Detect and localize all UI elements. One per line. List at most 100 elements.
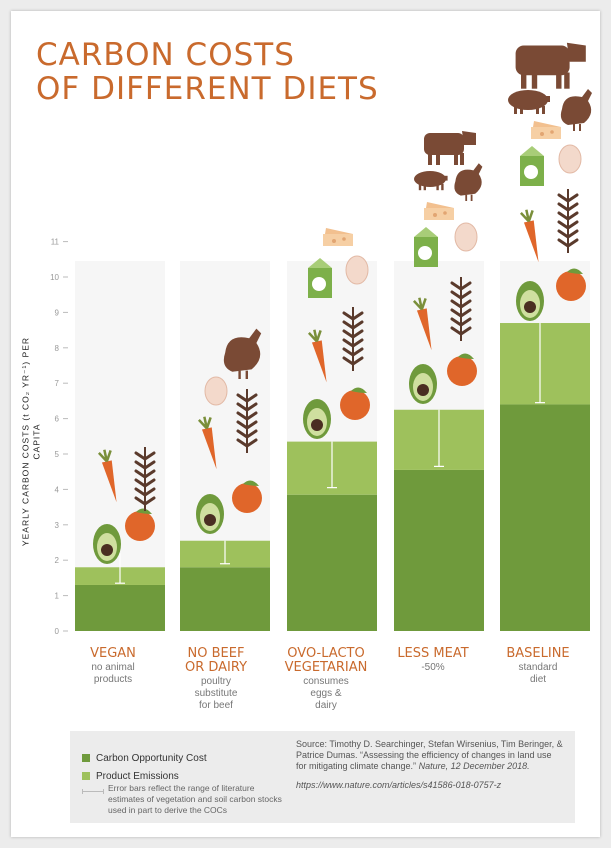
chicken-icon bbox=[560, 89, 592, 131]
egg-icon bbox=[345, 255, 369, 285]
y-tick-label: 1 bbox=[55, 592, 60, 601]
cheese-side bbox=[323, 234, 353, 246]
milk-icon bbox=[414, 227, 438, 267]
wheat-grain bbox=[134, 487, 156, 497]
diet-name: NO BEEF OR DAIRY bbox=[184, 646, 248, 675]
cheese-side bbox=[531, 127, 561, 139]
pig-leg bbox=[418, 183, 422, 191]
carrot-icon bbox=[307, 329, 327, 383]
bar-carbon-opportunity bbox=[500, 404, 590, 631]
carrot-body bbox=[201, 427, 217, 470]
legend-box: Carbon Opportunity Cost Product Emission… bbox=[70, 731, 575, 823]
egg-icon bbox=[204, 376, 228, 406]
orange-leaf bbox=[567, 268, 583, 274]
y-tick-label: 8 bbox=[55, 344, 60, 353]
carrot-leaves bbox=[197, 416, 212, 430]
diet-desc: poultry substitute for beef bbox=[194, 676, 238, 711]
wheat-grain bbox=[134, 478, 156, 488]
carrot-icon bbox=[197, 416, 217, 470]
legend-emissions: Product Emissions bbox=[82, 771, 179, 782]
wheat-grain bbox=[342, 347, 364, 357]
bar-carbon-opportunity bbox=[75, 584, 165, 631]
milk-top bbox=[520, 146, 544, 156]
pig-leg bbox=[423, 183, 426, 191]
pig-snout bbox=[542, 96, 550, 102]
wheat-grain bbox=[557, 211, 579, 221]
bar-product-emissions bbox=[500, 323, 590, 405]
milk-label bbox=[312, 277, 326, 291]
diet-name: BASELINE bbox=[506, 646, 570, 661]
milk-icon bbox=[520, 146, 544, 186]
source-text: Source: Timothy D. Searchinger, Stefan W… bbox=[296, 739, 563, 771]
orange-icon bbox=[232, 480, 262, 513]
wheat-grain bbox=[450, 290, 472, 300]
wheat-grain bbox=[134, 469, 156, 479]
avocado-icon bbox=[516, 281, 544, 321]
cow-leg bbox=[564, 72, 570, 89]
orange-icon bbox=[447, 353, 477, 386]
chicken-body bbox=[223, 328, 262, 372]
wheat-grain bbox=[236, 393, 258, 403]
bar-carbon-opportunity bbox=[394, 469, 484, 631]
carrot-body bbox=[311, 340, 327, 383]
egg-icon bbox=[558, 144, 582, 174]
wheat-grain bbox=[236, 411, 258, 421]
page-title: CARBON COSTS OF DIFFERENT DIETS bbox=[36, 38, 379, 106]
pig-leg bbox=[520, 106, 523, 114]
legend-label: Product Emissions bbox=[96, 771, 179, 782]
cheese-icon bbox=[531, 121, 561, 139]
orange-fruit bbox=[340, 390, 370, 420]
avocado-pit bbox=[101, 544, 113, 556]
cow-leg bbox=[460, 153, 464, 165]
wheat-icon bbox=[557, 189, 579, 253]
wheat-grain bbox=[342, 320, 364, 330]
bar-carbon-opportunity bbox=[180, 567, 270, 631]
wheat-grain bbox=[450, 308, 472, 318]
wheat-icon bbox=[342, 307, 364, 371]
cow-leg bbox=[531, 72, 538, 89]
cow-leg bbox=[454, 153, 458, 165]
wheat-icon bbox=[236, 389, 258, 453]
milk-top bbox=[308, 258, 332, 268]
y-axis-label: YEARLY CARBON COSTS (t CO₂ YR⁻¹) PER CAP… bbox=[20, 336, 42, 547]
legend-swatch bbox=[82, 772, 90, 780]
pig-leg bbox=[536, 106, 539, 114]
stacked-bar-chart: 0 1 2 3 4 5 6 7 8 9 10 11 bbox=[50, 42, 592, 636]
source-url-link[interactable]: https://www.nature.com/articles/s41586-0… bbox=[296, 780, 502, 790]
milk-top bbox=[414, 227, 438, 237]
orange-icon bbox=[125, 508, 155, 541]
y-tick-label: 4 bbox=[55, 485, 60, 494]
diet-label-baseline: BASELINE standard diet bbox=[488, 647, 588, 686]
chicken-body bbox=[454, 163, 483, 196]
wheat-grain bbox=[557, 193, 579, 203]
wheat-grain bbox=[450, 326, 472, 336]
wheat-grain bbox=[450, 317, 472, 327]
cheese-hole bbox=[342, 237, 346, 241]
milk-label bbox=[524, 165, 538, 179]
orange-leaf bbox=[136, 508, 152, 514]
orange-icon bbox=[340, 387, 370, 420]
wheat-grain bbox=[557, 229, 579, 239]
avocado-pit bbox=[311, 419, 323, 431]
wheat-grain bbox=[342, 311, 364, 321]
carrot-body bbox=[101, 460, 117, 503]
wheat-icon bbox=[134, 447, 156, 511]
carrot-icon bbox=[412, 297, 432, 351]
carrot-icon bbox=[519, 209, 539, 263]
carrot-body bbox=[416, 308, 432, 351]
avocado-icon bbox=[93, 524, 121, 564]
wheat-grain bbox=[236, 420, 258, 430]
avocado-pit bbox=[524, 301, 536, 313]
y-tick-label: 7 bbox=[55, 379, 60, 388]
carrot-leaves bbox=[519, 209, 534, 223]
cheese-hole bbox=[433, 213, 437, 217]
wheat-grain bbox=[450, 299, 472, 309]
avocado-icon bbox=[303, 399, 331, 439]
wheat-grain bbox=[134, 451, 156, 461]
error-bar-symbol bbox=[82, 789, 104, 794]
cheese-hole bbox=[443, 211, 447, 215]
diet-desc: -50% bbox=[421, 662, 445, 673]
pig-leg bbox=[441, 183, 444, 191]
y-tick-label: 0 bbox=[55, 627, 60, 636]
infographic-page: CARBON COSTS OF DIFFERENT DIETS 0 1 2 3 4 5 6 7… bbox=[11, 11, 600, 837]
